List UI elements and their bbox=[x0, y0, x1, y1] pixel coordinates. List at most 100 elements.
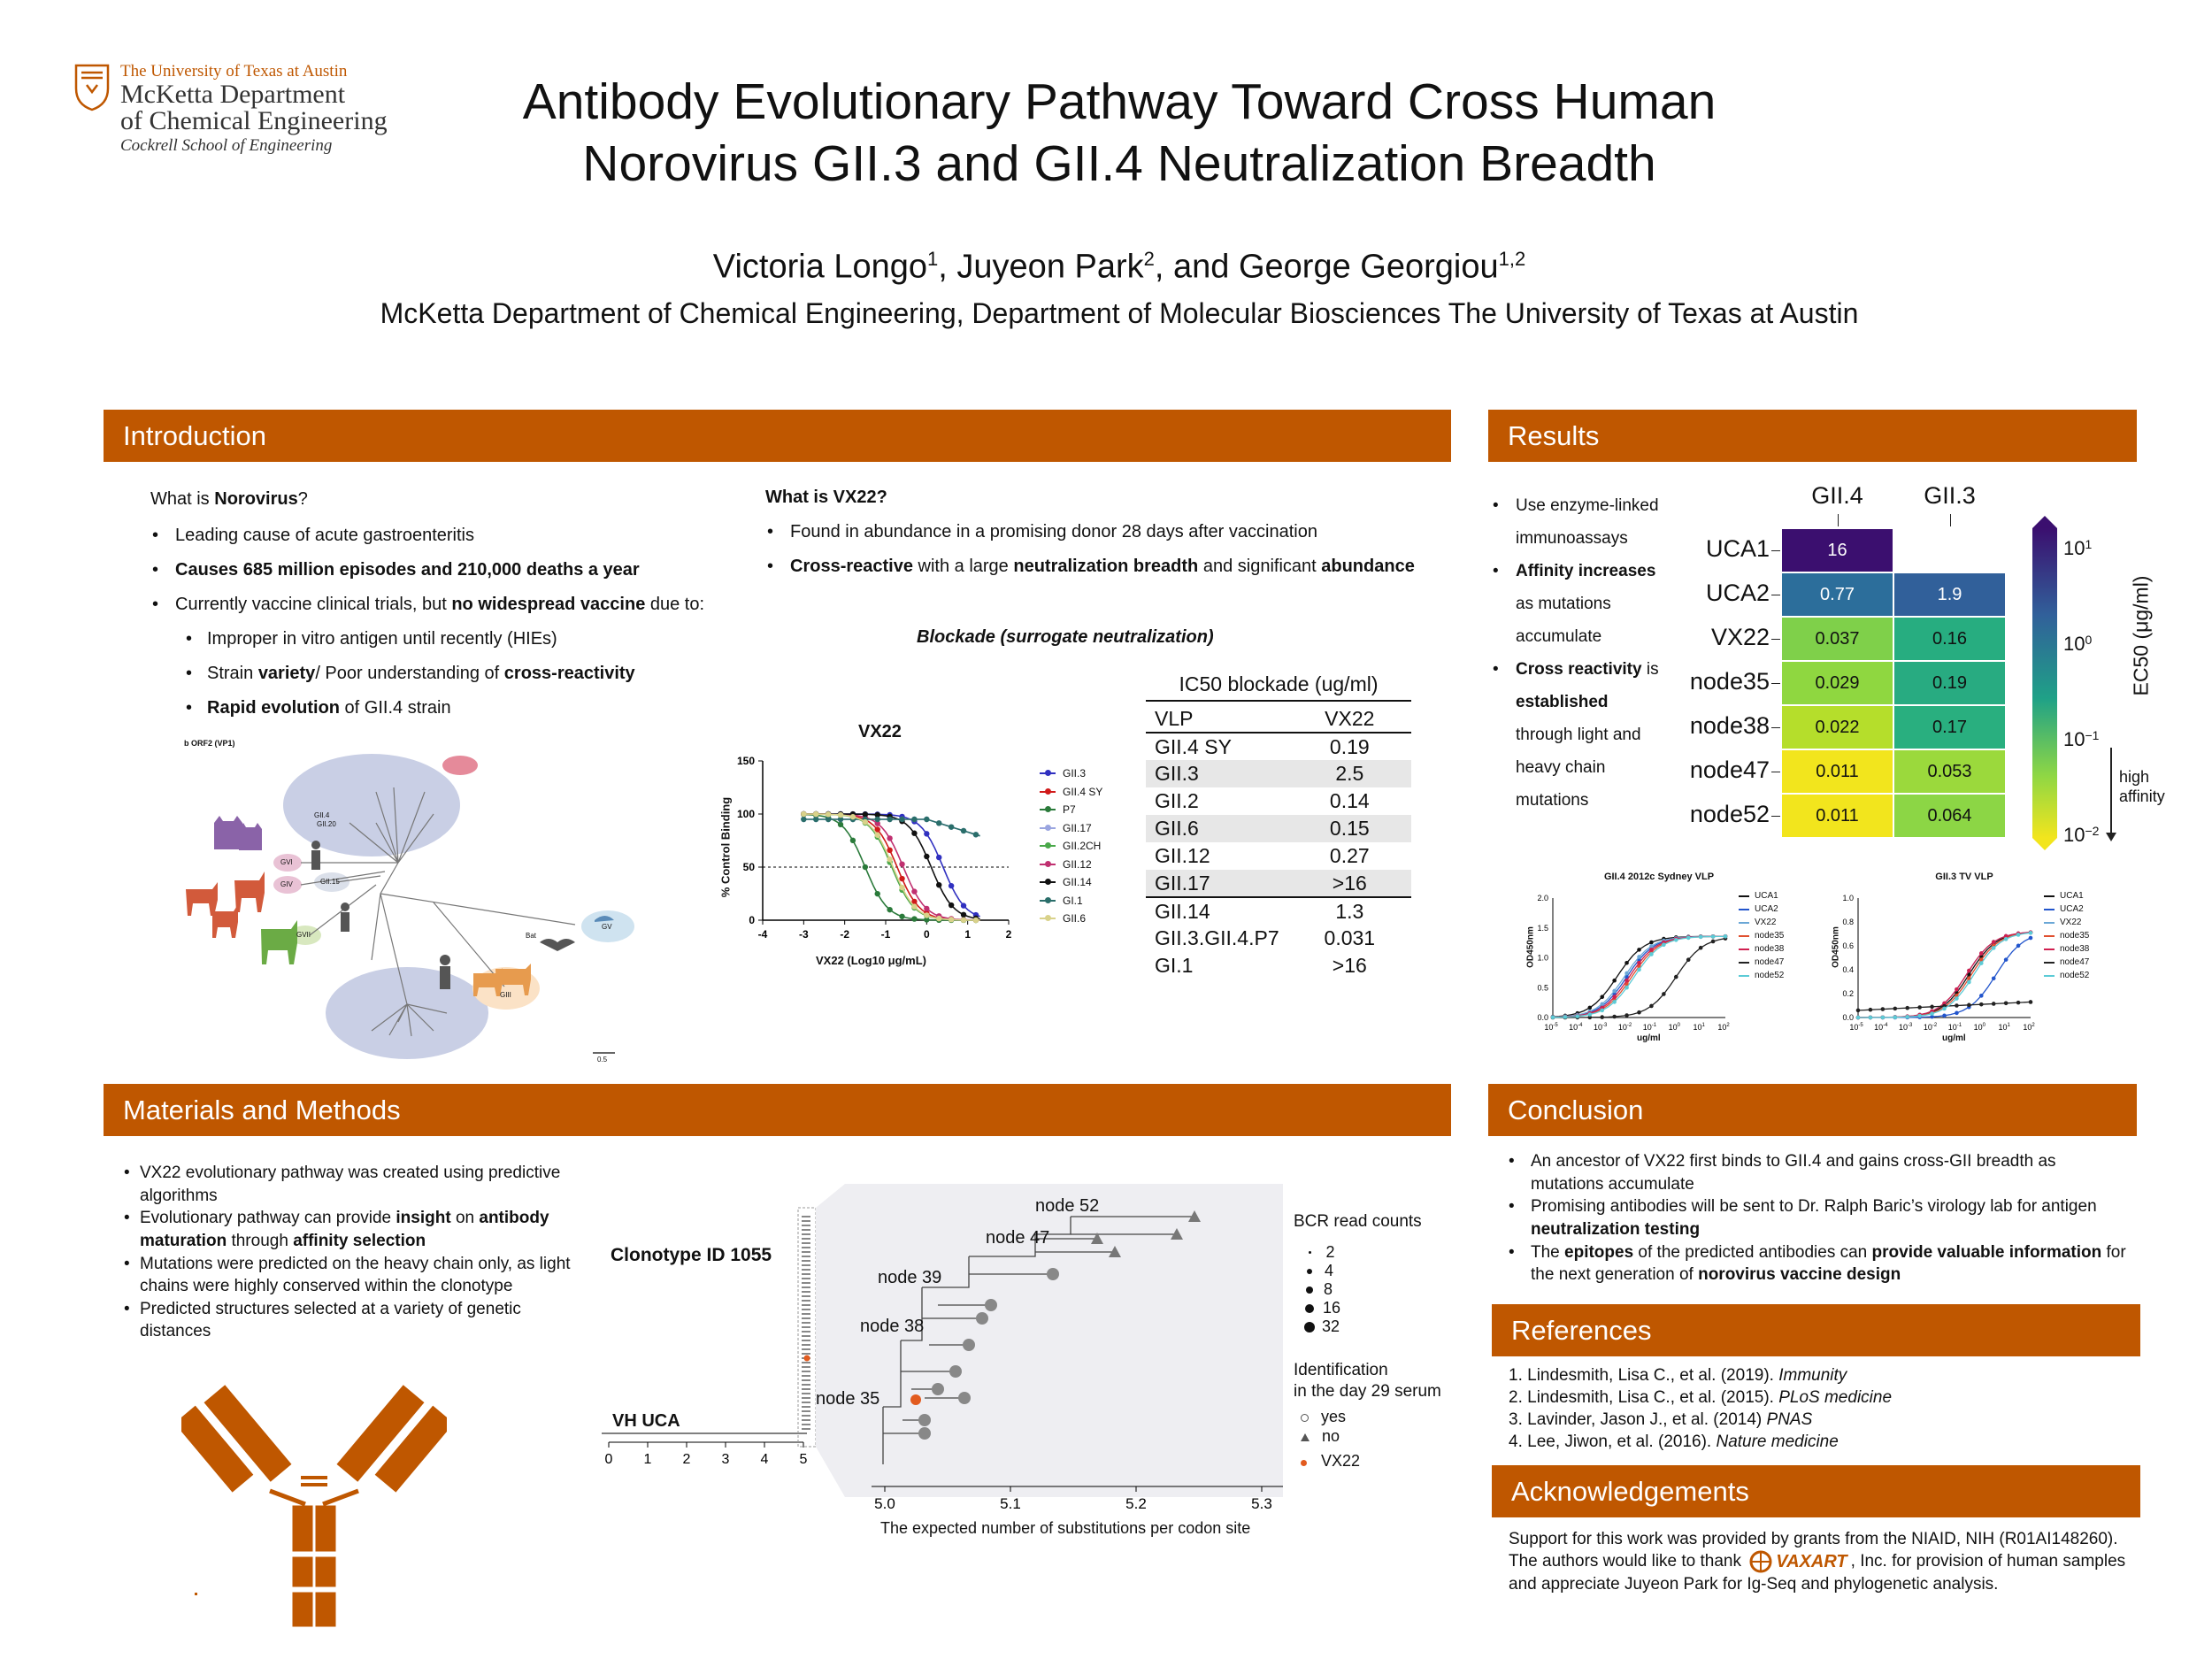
table-cell: GII.3.GII.4.P7 bbox=[1155, 926, 1279, 949]
section-acknowledgements: Acknowledgements bbox=[1492, 1465, 2140, 1517]
data-point bbox=[899, 913, 905, 919]
data-point bbox=[1637, 1010, 1641, 1015]
x-tick-label: -3 bbox=[799, 928, 809, 941]
data-point bbox=[1600, 1002, 1605, 1007]
data-point bbox=[2028, 931, 2033, 935]
methods-text: VX22 evolutionary pathway was created us… bbox=[122, 1162, 573, 1343]
gv-blob bbox=[581, 910, 634, 942]
legend-swatch bbox=[1040, 824, 1056, 831]
heatmap-cell: 0.77 bbox=[1781, 572, 1893, 617]
gii15-blob bbox=[314, 872, 349, 892]
legend-swatch bbox=[2044, 908, 2055, 910]
data-point bbox=[2028, 1000, 2033, 1004]
x-tick-label: 10-5 bbox=[1849, 1023, 1863, 1032]
bcr-dot-icon bbox=[1305, 1303, 1314, 1313]
data-point bbox=[948, 824, 955, 830]
x-tick-exp: -1 bbox=[1652, 1023, 1657, 1028]
leaf-circle bbox=[1047, 1268, 1059, 1280]
intro-bullets: Leading cause of acute gastroenteritis C… bbox=[150, 523, 734, 721]
data-point bbox=[887, 835, 893, 841]
vx22-marker bbox=[803, 1355, 810, 1362]
data-point bbox=[960, 827, 967, 834]
x-tick-label: 101 bbox=[1693, 1023, 1705, 1032]
legend-item: UCA2 bbox=[1739, 902, 1784, 916]
data-point bbox=[887, 906, 893, 913]
data-point bbox=[813, 810, 819, 818]
data-point bbox=[1649, 944, 1654, 949]
legend-item: GI.1 bbox=[1040, 892, 1102, 910]
legend-item: GII.2CH bbox=[1040, 837, 1102, 856]
data-point bbox=[1967, 979, 1971, 985]
list-item: Rapid evolution of GII.4 strain bbox=[150, 695, 734, 721]
data-point bbox=[924, 853, 930, 860]
elisa-xlabel: ug/ml bbox=[1942, 1033, 1966, 1043]
data-point bbox=[1905, 1005, 1910, 1010]
open-circle-icon bbox=[1301, 1414, 1309, 1422]
table-cell: >16 bbox=[1332, 954, 1367, 977]
cat-icon bbox=[214, 816, 262, 850]
data-point bbox=[862, 818, 869, 826]
table-cell: GII.4 SY bbox=[1155, 734, 1232, 758]
tree-svg bbox=[186, 754, 634, 1059]
legend-item: VX22 bbox=[2044, 916, 2089, 929]
table-cell: 0.15 bbox=[1287, 815, 1411, 842]
x-tick-label: 10-2 bbox=[1618, 1023, 1632, 1032]
authors: Victoria Longo1, Juyeon Park2, and Georg… bbox=[712, 248, 1526, 286]
legend-item: GII.17 bbox=[1040, 819, 1102, 838]
tick-exp: −2 bbox=[2085, 824, 2100, 838]
heatmap-col-label: GII.3 bbox=[1924, 482, 1976, 509]
x-tick-label: 10-2 bbox=[1924, 1023, 1938, 1032]
data-point bbox=[924, 912, 930, 918]
x-tick-exp: -5 bbox=[1553, 1023, 1558, 1028]
data-point bbox=[948, 882, 955, 889]
gii-cluster bbox=[283, 754, 460, 856]
leaf-circle bbox=[918, 1427, 931, 1440]
colorbar bbox=[2032, 528, 2057, 838]
tick-base: 10 bbox=[2063, 633, 2085, 655]
data-point bbox=[1612, 1014, 1617, 1019]
section-references: References bbox=[1492, 1304, 2140, 1356]
table-cell: GII.14 bbox=[1155, 899, 1210, 923]
data-point bbox=[1563, 1015, 1568, 1019]
affinity-label: high affinity bbox=[2119, 768, 2165, 805]
legend-label: node38 bbox=[2060, 944, 2090, 954]
x-tick-label: 5.3 bbox=[1251, 1495, 1272, 1512]
y-tick-label: 0.6 bbox=[1842, 941, 1854, 950]
x-tick-exp: -2 bbox=[1932, 1023, 1938, 1028]
chart-title: VX22 bbox=[858, 722, 902, 741]
data-point bbox=[1991, 1002, 1996, 1006]
legend-label: GII.12 bbox=[1063, 857, 1092, 871]
legend-label: VX22 bbox=[1755, 918, 1777, 927]
data-point bbox=[801, 810, 807, 818]
elisa-plot: 1.00.80.60.40.20.010-5 10-4 10-3 10-2 10-1 10… bbox=[1842, 894, 2035, 1032]
heatmap-row-label: node35 bbox=[1689, 668, 1770, 695]
legend-swatch bbox=[1040, 896, 1056, 903]
table-row: GI.1 >16 bbox=[1146, 952, 1411, 979]
tick-exp: 0 bbox=[2085, 633, 2093, 647]
legend-label: node35 bbox=[2060, 931, 2090, 941]
table-row: GII.2 0.14 bbox=[1146, 787, 1411, 815]
legend-label: GII.2CH bbox=[1063, 840, 1102, 852]
colorbar-tick: 101 bbox=[2063, 537, 2092, 560]
table-cell: GI.1 bbox=[1155, 954, 1194, 977]
leaf-triangle bbox=[1091, 1233, 1103, 1244]
data-point bbox=[1624, 978, 1629, 983]
leaf-circle bbox=[958, 1392, 971, 1404]
vh-uca-label: VH UCA bbox=[612, 1411, 680, 1431]
conclusion-text: An ancestor of VX22 first binds to GII.4… bbox=[1507, 1150, 2126, 1286]
legend-item: node47 bbox=[2044, 956, 2089, 969]
data-point bbox=[874, 890, 880, 897]
x-tick-label: 5.0 bbox=[874, 1495, 895, 1512]
data-point bbox=[1723, 934, 1728, 939]
reference-item: 4. Lee, Jiwon, et al. (2016). Nature med… bbox=[1509, 1432, 1839, 1451]
bcr-dot-icon bbox=[1307, 1268, 1312, 1274]
x-tick-label: 2 bbox=[1006, 928, 1012, 941]
heatmap-cell: 0.16 bbox=[1893, 617, 2006, 661]
ic50-table-block: IC50 blockade (ug/ml) VLP VX22 GII.4 SY 0.… bbox=[1146, 672, 1411, 979]
data-point bbox=[1955, 996, 1959, 1001]
cow-icon bbox=[473, 964, 531, 996]
legend-label: GII.17 bbox=[1063, 821, 1092, 834]
legend-marker bbox=[1045, 824, 1051, 831]
data-point bbox=[1637, 955, 1641, 959]
